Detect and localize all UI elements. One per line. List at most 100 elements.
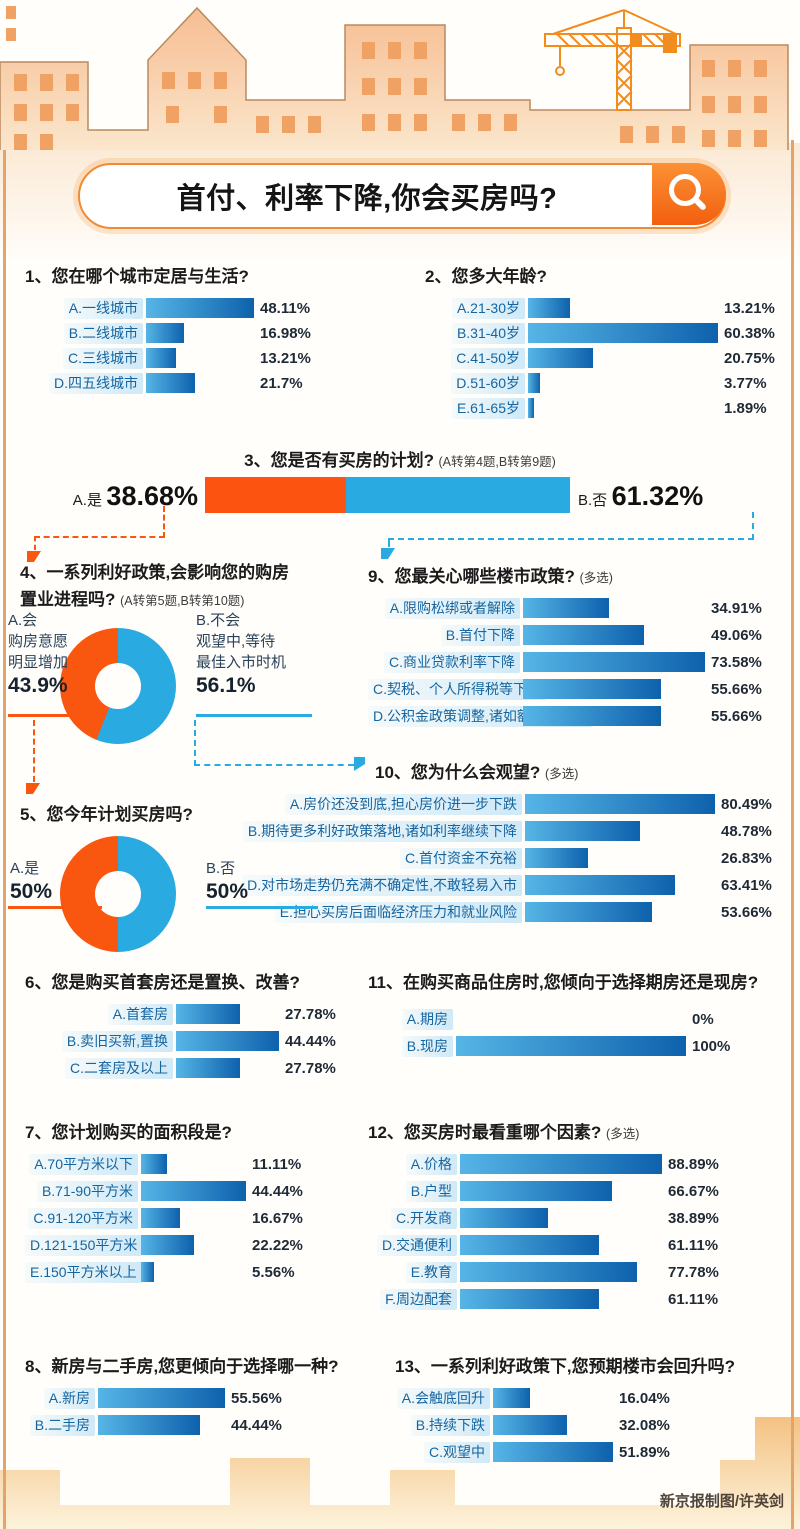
bar-label: A.限购松绑或者解除 [384, 597, 520, 619]
bar-track [523, 598, 705, 618]
q6-title: 6、您是购买首套房还是置换、改善? [25, 973, 300, 992]
bar-row: B.户型 66.67% [368, 1180, 788, 1202]
bar-value: 34.91% [711, 599, 762, 617]
arrow-down-orange-icon [26, 783, 40, 794]
bar-fill [460, 1235, 599, 1255]
q10-note: (多选) [545, 767, 579, 781]
bar-value: 49.06% [711, 626, 762, 644]
bar-track [141, 1181, 246, 1201]
bar-row: A.新房 55.56% [25, 1387, 385, 1409]
bar-label: E.教育 [405, 1261, 457, 1283]
chart-q13: 13、一系列利好政策下,您预期楼市会回升吗? A.会触底回升 16.04% B.… [395, 1352, 795, 1469]
bar-row: C.二套房及以上 27.78% [25, 1057, 385, 1079]
bar-fill [460, 1181, 612, 1201]
bar-track [141, 1208, 246, 1228]
bar-value: 11.11% [252, 1155, 302, 1173]
bar-value: 1.89% [724, 399, 767, 417]
connector-blue [388, 538, 390, 547]
bar-fill [176, 1031, 279, 1051]
search-icon [669, 174, 701, 206]
q3-label-yes: A.是 38.68% [72, 481, 198, 511]
q4-underline-blue [196, 714, 312, 717]
q3-label-no: B.否 61.32% [578, 481, 704, 511]
bar-label: B.首付下降 [440, 624, 520, 646]
bar-fill [525, 902, 652, 922]
chart-q8: 8、新房与二手房,您更倾向于选择哪一种? A.新房 55.56% B.二手房 4… [25, 1352, 385, 1442]
bar-row: B.期待更多利好政策落地,诸如利率继续下降 48.78% [150, 820, 795, 842]
bar-value: 55.56% [231, 1389, 282, 1407]
bar-track [176, 1031, 279, 1051]
bar-track [141, 1154, 246, 1174]
bar-value: 66.67% [668, 1182, 719, 1200]
chart-q11: 11、在购买商品住房时,您倾向于选择期房还是现房? A.期房 0% B.现房 1… [368, 968, 788, 1063]
bar-fill [525, 821, 641, 841]
chart-q7: 7、您计划购买的面积段是? A.70平方米以下 11.11% B.71-90平方… [25, 1118, 365, 1289]
bar-value: 48.11% [260, 299, 311, 317]
bar-track [456, 1009, 686, 1029]
bar-track [525, 902, 715, 922]
bar-fill [528, 323, 718, 343]
q4-title-line2: 置业进程吗? (A转第5题,B转第10题) [20, 590, 245, 609]
bar-row: A.首套房 27.78% [25, 1003, 385, 1025]
bar-track [525, 794, 715, 814]
bar-value: 63.41% [721, 876, 772, 894]
bar-row: D.四五线城市 21.7% [25, 372, 405, 394]
bar-row: A.房价还没到底,担心房价进一步下跌 80.49% [150, 793, 795, 815]
bar-row: B.现房 100% [368, 1035, 788, 1057]
bar-label: C.开发商 [391, 1207, 457, 1229]
q3-stacked-bar [205, 477, 570, 513]
bar-fill [141, 1181, 246, 1201]
bar-label: E.150平方米以上 [25, 1261, 142, 1283]
bar-label: B.71-90平方米 [36, 1180, 138, 1202]
bar-fill [146, 298, 254, 318]
bar-label: C.观望中 [424, 1441, 490, 1463]
q5-slice-a-label: A.是 50% [10, 860, 53, 903]
q11-title: 11、在购买商品住房时,您倾向于选择期房还是现房? [368, 973, 759, 992]
bar-value: 5.56% [252, 1263, 295, 1281]
bar-label: C.41-50岁 [451, 347, 525, 369]
bar-fill [523, 706, 661, 726]
bar-label: C.契税、个人所得税等下降 [368, 678, 546, 700]
bar-label: B.卖旧买新,置换 [61, 1030, 173, 1052]
bar-row: B.二线城市 16.98% [25, 322, 405, 344]
bar-fill [523, 625, 645, 645]
arrow-down-orange-icon [27, 551, 41, 562]
bar-track [456, 1036, 686, 1056]
bar-fill [460, 1262, 637, 1282]
q4-title-line1: 4、一系列利好政策,会影响您的购房 [20, 563, 290, 582]
right-border-line [791, 140, 794, 1529]
bar-label: A.价格 [405, 1153, 457, 1175]
bar-row: E.61-65岁 1.89% [425, 397, 785, 419]
bar-value: 44.44% [231, 1416, 282, 1434]
bar-row: D.交通便利 61.11% [368, 1234, 788, 1256]
bar-track [146, 348, 254, 368]
bar-row: A.限购松绑或者解除 34.91% [368, 597, 780, 619]
bar-value: 51.89% [619, 1443, 670, 1461]
q5-underline-orange [8, 906, 102, 909]
bar-fill [523, 598, 610, 618]
bar-track [176, 1004, 279, 1024]
arrow-right-blue-icon [354, 757, 365, 771]
bar-track [528, 298, 718, 318]
bar-label: B.期待更多利好政策落地,诸如利率继续下降 [242, 820, 522, 842]
bar-value: 61.11% [668, 1236, 719, 1254]
bar-value: 20.75% [724, 349, 775, 367]
bar-label: A.新房 [43, 1387, 95, 1409]
bar-label: B.户型 [405, 1180, 457, 1202]
bar-row: A.期房 0% [368, 1008, 788, 1030]
q5-title: 5、您今年计划买房吗? [20, 805, 193, 824]
bar-row: D.公积金政策调整,诸如额度提升等 55.66% [368, 705, 780, 727]
bar-value: 88.89% [668, 1155, 719, 1173]
left-border-line [3, 140, 6, 1529]
bar-label: C.三线城市 [63, 347, 143, 369]
arrow-down-blue-icon [381, 548, 395, 559]
bar-value: 44.44% [285, 1032, 336, 1050]
q12-title: 12、您买房时最看重哪个因素? (多选) [368, 1123, 640, 1142]
crane-icon [544, 9, 681, 111]
chart-q1: 1、您在哪个城市定居与生活? A.一线城市 48.11% B.二线城市 16.9… [25, 262, 405, 398]
q3-segment-no [346, 477, 570, 513]
q2-title: 2、您多大年龄? [425, 267, 547, 286]
bar-label: C.商业贷款利率下降 [384, 651, 520, 673]
bar-row: E.担心买房后面临经济压力和就业风险 53.66% [150, 901, 795, 923]
